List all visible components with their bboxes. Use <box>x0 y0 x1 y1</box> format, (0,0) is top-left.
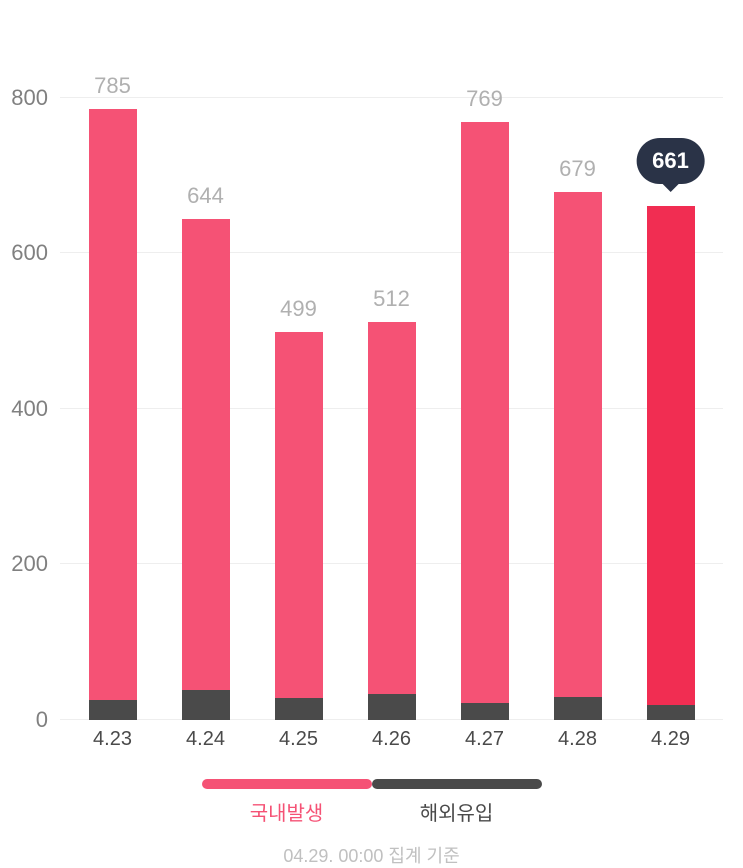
x-axis-label: 4.25 <box>275 728 323 751</box>
bar-segment-overseas <box>554 697 602 720</box>
value-bubble: 661 <box>636 138 705 184</box>
legend-swatch-overseas <box>372 779 542 789</box>
bar-stack <box>368 322 416 720</box>
bar-segment-overseas <box>647 705 695 720</box>
value-label: 512 <box>373 286 410 312</box>
y-axis-label: 800 <box>11 85 48 111</box>
bar-segment-domestic <box>182 219 230 690</box>
bar-column: 499 <box>275 332 323 720</box>
legend-labels: 국내발생 해외유입 <box>202 797 542 826</box>
chart-container: 0200400600800785644499512769679661 4.234… <box>0 0 743 861</box>
bar-segment-overseas <box>461 703 509 720</box>
bar-segment-domestic <box>275 332 323 698</box>
x-axis-label: 4.24 <box>182 728 230 751</box>
bars-row: 785 644 499 512 769 679 661 <box>60 20 723 720</box>
bar-stack <box>182 219 230 720</box>
y-axis-label: 600 <box>11 240 48 266</box>
bar-segment-domestic <box>89 109 137 699</box>
legend-swatches <box>202 779 542 789</box>
bar-stack <box>554 192 602 720</box>
value-label: 679 <box>559 156 596 182</box>
plot-area: 0200400600800785644499512769679661 <box>60 20 723 720</box>
value-label: 785 <box>94 73 131 99</box>
bar-stack <box>461 122 509 720</box>
bar-segment-overseas <box>89 700 137 720</box>
bar-segment-domestic <box>554 192 602 697</box>
bar-stack <box>89 109 137 720</box>
bar-segment-overseas <box>275 698 323 720</box>
bar-segment-overseas <box>368 694 416 720</box>
bar-column: 661 <box>647 206 695 720</box>
y-axis-label: 0 <box>36 707 48 733</box>
legend-label-overseas: 해외유입 <box>372 797 542 826</box>
x-axis-label: 4.23 <box>89 728 137 751</box>
bar-column: 512 <box>368 322 416 720</box>
value-label: 769 <box>466 86 503 112</box>
bar-segment-overseas <box>182 690 230 720</box>
x-axis-label: 4.29 <box>647 728 695 751</box>
x-axis-label: 4.26 <box>368 728 416 751</box>
footer-note: 04.29. 00:00 집계 기준 <box>10 842 733 868</box>
bar-column: 769 <box>461 122 509 720</box>
y-axis-label: 200 <box>11 551 48 577</box>
x-axis-label: 4.27 <box>461 728 509 751</box>
x-axis-labels: 4.23 4.24 4.25 4.26 4.27 4.28 4.29 <box>60 720 723 751</box>
legend: 국내발생 해외유입 <box>10 779 733 826</box>
bar-stack <box>275 332 323 720</box>
bar-segment-domestic <box>647 206 695 705</box>
bar-column: 785 <box>89 109 137 720</box>
legend-swatch-domestic <box>202 779 372 789</box>
legend-label-domestic: 국내발생 <box>202 797 372 826</box>
bar-segment-domestic <box>461 122 509 703</box>
bar-stack <box>647 206 695 720</box>
bar-column: 679 <box>554 192 602 720</box>
y-axis-label: 400 <box>11 396 48 422</box>
value-label: 644 <box>187 183 224 209</box>
x-axis-label: 4.28 <box>554 728 602 751</box>
value-label: 499 <box>280 296 317 322</box>
bar-column: 644 <box>182 219 230 720</box>
bar-segment-domestic <box>368 322 416 695</box>
